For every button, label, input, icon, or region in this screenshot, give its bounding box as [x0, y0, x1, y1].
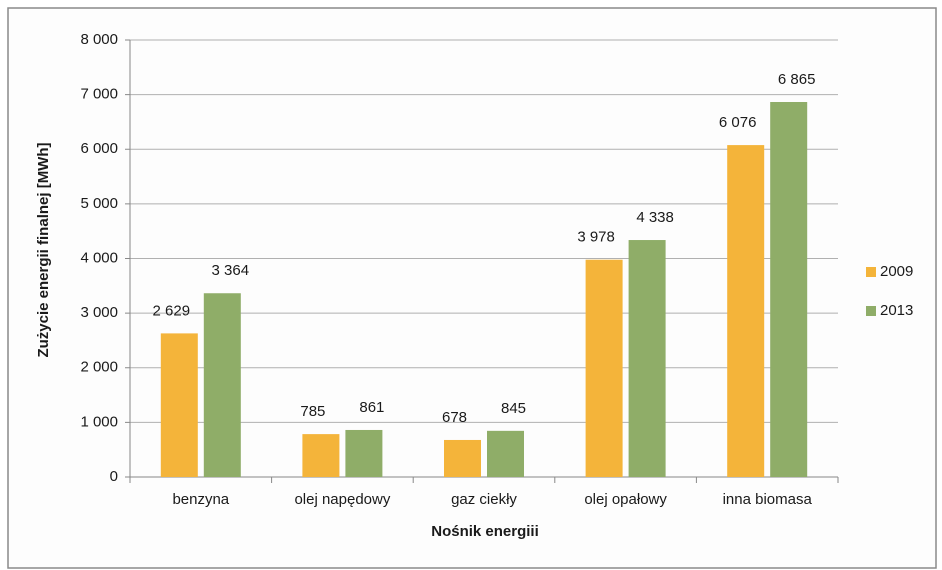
y-tick-label: 3 000 [80, 304, 118, 321]
legend-swatch [866, 306, 876, 316]
bar [628, 240, 666, 477]
y-tick-label: 6 000 [80, 140, 118, 157]
bar [160, 333, 198, 477]
y-tick-label: 0 [110, 468, 118, 485]
value-label: 3 978 [577, 229, 615, 246]
bar [585, 259, 623, 477]
legend-swatch [866, 267, 876, 277]
y-tick-label: 4 000 [80, 249, 118, 266]
bar [770, 101, 808, 477]
y-tick-label: 8 000 [80, 31, 118, 48]
y-tick-label: 7 000 [80, 86, 118, 103]
y-axis-title: Zużycie energii finalnej [MWh] [35, 142, 52, 357]
x-tick-label: olej opałowy [584, 491, 667, 508]
value-label: 3 364 [212, 262, 250, 279]
value-label: 845 [501, 400, 526, 417]
value-label: 6 865 [778, 71, 816, 88]
bar [203, 293, 241, 477]
value-label: 2 629 [153, 302, 191, 319]
x-tick-label: inna biomasa [723, 491, 813, 508]
legend-label: 2013 [880, 302, 913, 319]
y-tick-label: 1 000 [80, 413, 118, 430]
bar [444, 439, 481, 477]
value-label: 861 [359, 399, 384, 416]
value-label: 4 338 [636, 209, 674, 226]
y-tick-label: 2 000 [80, 359, 118, 376]
bar [302, 434, 340, 477]
y-tick-label: 5 000 [80, 195, 118, 212]
x-axis-title: Nośnik energiii [431, 523, 539, 540]
value-label: 6 076 [719, 114, 757, 131]
legend-label: 2009 [880, 263, 913, 280]
x-tick-label: olej napędowy [294, 491, 390, 508]
bar [727, 145, 765, 477]
x-tick-label: gaz ciekły [451, 491, 517, 508]
bar [345, 429, 383, 477]
bar [487, 430, 524, 477]
value-label: 678 [442, 409, 467, 426]
x-tick-label: benzyna [172, 491, 229, 508]
value-label: 785 [300, 403, 325, 420]
